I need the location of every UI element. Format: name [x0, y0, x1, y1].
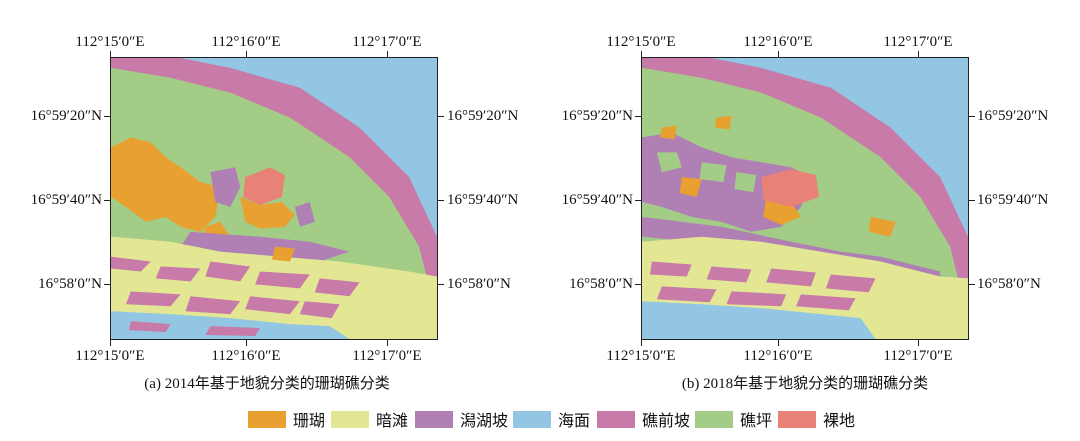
- right-tick-2: 16°59′40″N: [977, 192, 1049, 208]
- legend-item-lagoon-slope: 潟湖坡: [415, 406, 508, 432]
- left-tick-2: 16°59′40″N: [561, 192, 633, 208]
- left-tick-2: 16°59′40″N: [30, 192, 102, 208]
- map-2014: [110, 57, 438, 340]
- right-tick-3: 16°58′0″N: [977, 276, 1041, 292]
- right-tick-3: 16°58′0″N: [447, 276, 511, 292]
- legend-swatch-bare-land: [778, 410, 816, 428]
- bottom-tick-1: 112°15′0″E: [606, 348, 676, 364]
- legend-swatch-fore-reef-slope: [597, 410, 635, 428]
- legend-label: 珊瑚: [293, 413, 326, 430]
- caption-2018: (b) 2018年基于地貌分类的珊瑚礁分类: [681, 376, 929, 392]
- legend-label: 裸地: [823, 413, 856, 430]
- map-2018: [641, 57, 969, 340]
- legend-item-reef-flat: 礁坪: [695, 406, 772, 432]
- legend-swatch-sea: [513, 410, 551, 428]
- top-tick-1: 112°15′0″E: [75, 34, 145, 50]
- legend-label: 暗滩: [376, 413, 409, 430]
- legend-swatch-coral: [248, 410, 286, 428]
- right-tick-1: 16°59′20″N: [977, 108, 1049, 124]
- legend-label: 潟湖坡: [460, 413, 509, 430]
- legend-label: 礁坪: [740, 413, 773, 430]
- bottom-tick-3: 112°17′0″E: [883, 348, 953, 364]
- top-tick-2: 112°16′0″E: [211, 34, 281, 50]
- caption-2014: (a) 2014年基于地貌分类的珊瑚礁分类: [144, 376, 390, 392]
- right-tick-1: 16°59′20″N: [447, 108, 519, 124]
- bottom-tick-2: 112°16′0″E: [743, 348, 813, 364]
- bottom-tick-1: 112°15′0″E: [75, 348, 145, 364]
- top-tick-3: 112°17′0″E: [883, 34, 953, 50]
- legend-swatch-reef-flat: [695, 410, 733, 428]
- bottom-tick-3: 112°17′0″E: [352, 348, 422, 364]
- legend-item-fore-reef-slope: 礁前坡: [597, 406, 690, 432]
- legend-item-coral: 珊瑚: [248, 406, 325, 432]
- left-tick-1: 16°59′20″N: [30, 108, 102, 124]
- legend-item-shoal: 暗滩: [331, 406, 408, 432]
- left-tick-3: 16°58′0″N: [38, 276, 102, 292]
- map-panel-2018: 112°15′0″E 112°16′0″E 112°17′0″E 16°59′2…: [540, 0, 1080, 400]
- legend-swatch-shoal: [331, 410, 369, 428]
- legend-label: 礁前坡: [642, 413, 691, 430]
- map-panel-2014: 112°15′0″E 112°16′0″E 112°17′0″E 16°59′2…: [0, 0, 540, 400]
- bottom-tick-2: 112°16′0″E: [211, 348, 281, 364]
- legend-label: 海面: [558, 413, 591, 430]
- top-tick-2: 112°16′0″E: [743, 34, 813, 50]
- top-tick-3: 112°17′0″E: [352, 34, 422, 50]
- top-tick-1: 112°15′0″E: [606, 34, 676, 50]
- legend-item-bare-land: 裸地: [778, 406, 855, 432]
- legend-swatch-lagoon-slope: [415, 410, 453, 428]
- left-tick-1: 16°59′20″N: [561, 108, 633, 124]
- legend-item-sea: 海面: [513, 406, 590, 432]
- right-tick-2: 16°59′40″N: [447, 192, 519, 208]
- legend: 珊瑚 暗滩 潟湖坡 海面 礁前坡 礁坪 裸地: [0, 406, 1080, 432]
- left-tick-3: 16°58′0″N: [569, 276, 633, 292]
